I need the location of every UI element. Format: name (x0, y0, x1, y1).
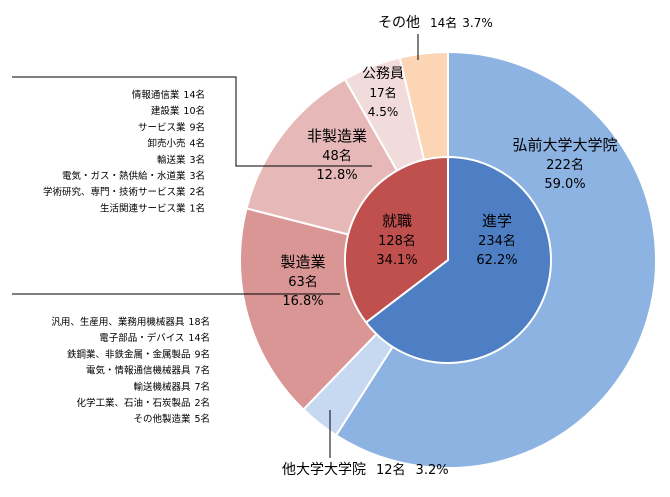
inner-label-1: 就職 128名 34.1% (376, 212, 417, 268)
outer-label-1-name: 他大学大学院 (282, 462, 366, 478)
inner-label-1-line-2: 34.1% (376, 253, 417, 268)
non-manufacturing-list-item-7-count: 1名 (189, 202, 205, 214)
non-manufacturing-list-item-3: 卸売小売 4名 (147, 138, 205, 150)
inner-slice-0 (364, 155, 552, 364)
outer-label-3-line-0: 非製造業 (307, 127, 367, 145)
non-manufacturing-list-item-4-count: 3名 (189, 154, 205, 166)
manufacturing-list-item-1-name: 電子部品・デバイス (99, 332, 184, 344)
manufacturing-list-item-3-count: 7名 (194, 365, 210, 377)
outer-label-4: 公務員 17名 4.5% (362, 66, 404, 119)
leader-line-non-manufacturing (12, 76, 372, 167)
manufacturing-list-item-0: 汎用、生産用、業務用機械器具 18名 (51, 316, 210, 328)
inner-label-0-line-0: 進学 (482, 212, 512, 230)
non-manufacturing-list-item-1-count: 10名 (183, 105, 205, 117)
outer-label-4-line-2: 4.5% (368, 105, 399, 119)
non-manufacturing-list-item-0: 情報通信業 14名 (132, 89, 205, 101)
manufacturing-list-item-3: 電気・情報通信機械器具 7名 (86, 365, 210, 377)
manufacturing-list-item-5: 化学工業、石油・石炭製品 2名 (76, 397, 210, 409)
outer-label-5-percent: 3.7% (462, 16, 493, 30)
non-manufacturing-list-item-6: 学術研究、専門・技術サービス業 2名 (43, 186, 205, 198)
non-manufacturing-list-item-0-name: 情報通信業 (132, 89, 180, 101)
outer-label-0-line-2: 59.0% (544, 177, 585, 192)
outer-label-1-percent: 3.2% (416, 463, 449, 478)
non-manufacturing-list-item-6-name: 学術研究、専門・技術サービス業 (43, 186, 186, 198)
outer-label-5-count: 14名 (430, 15, 457, 30)
outer-label-0: 弘前大学大学院 222名 59.0% (512, 136, 617, 192)
outer-label-3: 非製造業 48名 12.8% (307, 127, 367, 183)
non-manufacturing-list-item-6-count: 2名 (189, 186, 205, 198)
non-manufacturing-list-item-5: 電気・ガス・熱供給・水道業 3名 (62, 170, 205, 182)
outer-label-2-line-1: 63名 (288, 274, 318, 290)
outer-label-3-line-2: 12.8% (316, 168, 357, 183)
non-manufacturing-list-item-2-count: 9名 (189, 121, 205, 133)
non-manufacturing-list-item-4-name: 輸送業 (157, 154, 186, 166)
manufacturing-list-item-4: 輸送機械器具 7名 (133, 381, 210, 393)
non-manufacturing-list-item-7: 生活関連サービス業 1名 (100, 202, 205, 214)
non-manufacturing-list-item-1-name: 建設業 (151, 105, 180, 117)
manufacturing-list-item-5-name: 化学工業、石油・石炭製品 (76, 397, 190, 409)
outer-label-2-line-2: 16.8% (282, 294, 323, 309)
outer-label-1: 他大学大学院 12名 3.2% (282, 462, 449, 478)
non-manufacturing-list-item-2-name: サービス業 (138, 121, 186, 133)
manufacturing-list-item-3-name: 電気・情報通信機械器具 (86, 365, 191, 377)
non-manufacturing-list-item-3-count: 4名 (189, 138, 205, 150)
outer-label-0-line-1: 222名 (546, 157, 584, 173)
manufacturing-list-item-6-name: その他製造業 (133, 413, 191, 425)
manufacturing-list-item-1-count: 14名 (188, 332, 210, 344)
non-manufacturing-list-item-3-name: 卸売小売 (147, 138, 185, 150)
manufacturing-list-item-1: 電子部品・デバイス 14名 (99, 332, 210, 344)
manufacturing-list-item-2-name: 鉄鋼業、非鉄金属・金属製品 (67, 348, 191, 360)
outer-label-5-name: その他 (378, 15, 420, 31)
non-manufacturing-list-item-5-name: 電気・ガス・熱供給・水道業 (62, 170, 186, 182)
manufacturing-list-item-5-count: 2名 (194, 397, 210, 409)
outer-label-4-line-0: 公務員 (362, 66, 404, 82)
outer-label-2: 製造業 63名 16.8% (280, 253, 325, 309)
inner-label-0: 進学 234名 62.2% (476, 212, 517, 268)
inner-label-1-line-0: 就職 (382, 212, 412, 230)
manufacturing-list-item-2-count: 9名 (194, 348, 210, 360)
non-manufacturing-list-item-2: サービス業 9名 (138, 121, 205, 133)
outer-label-3-line-1: 48名 (322, 148, 352, 164)
non-manufacturing-list-item-4: 輸送業 3名 (157, 154, 205, 166)
manufacturing-list-item-2: 鉄鋼業、非鉄金属・金属製品 9名 (67, 348, 210, 360)
non-manufacturing-list-item-7-name: 生活関連サービス業 (100, 202, 186, 214)
outer-label-4-line-1: 17名 (369, 85, 396, 100)
manufacturing-list-item-0-name: 汎用、生産用、業務用機械器具 (51, 316, 185, 328)
non-manufacturing-list-item-0-count: 14名 (183, 89, 205, 101)
manufacturing-list-item-6-count: 5名 (194, 413, 210, 425)
manufacturing-list-item-0-count: 18名 (188, 316, 210, 328)
inner-label-0-line-1: 234名 (478, 233, 516, 249)
inner-slice-1 (344, 155, 449, 324)
manufacturing-list-item-4-count: 7名 (194, 381, 210, 393)
outer-label-1-count: 12名 (376, 462, 406, 478)
manufacturing-list-item-4-name: 輸送機械器具 (133, 381, 191, 393)
non-manufacturing-list-item-1: 建設業 10名 (151, 105, 205, 117)
inner-label-0-line-2: 62.2% (476, 253, 517, 268)
manufacturing-list-item-6: その他製造業 5名 (133, 413, 210, 425)
outer-label-5: その他 14名 3.7% (378, 15, 493, 31)
outer-label-0-line-0: 弘前大学大学院 (512, 136, 617, 154)
outer-label-2-line-0: 製造業 (280, 253, 325, 271)
inner-label-1-line-1: 128名 (378, 233, 416, 249)
non-manufacturing-list-item-5-count: 3名 (189, 170, 205, 182)
